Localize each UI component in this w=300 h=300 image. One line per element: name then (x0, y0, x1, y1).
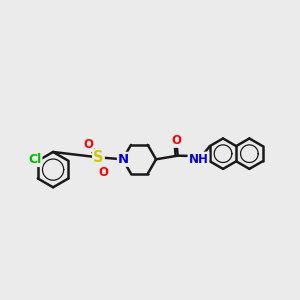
Text: O: O (83, 138, 93, 151)
Text: O: O (98, 166, 108, 178)
Text: S: S (93, 150, 104, 165)
Text: NH: NH (188, 153, 208, 166)
Text: N: N (118, 153, 129, 166)
Text: Cl: Cl (28, 153, 41, 166)
Text: O: O (171, 134, 182, 147)
